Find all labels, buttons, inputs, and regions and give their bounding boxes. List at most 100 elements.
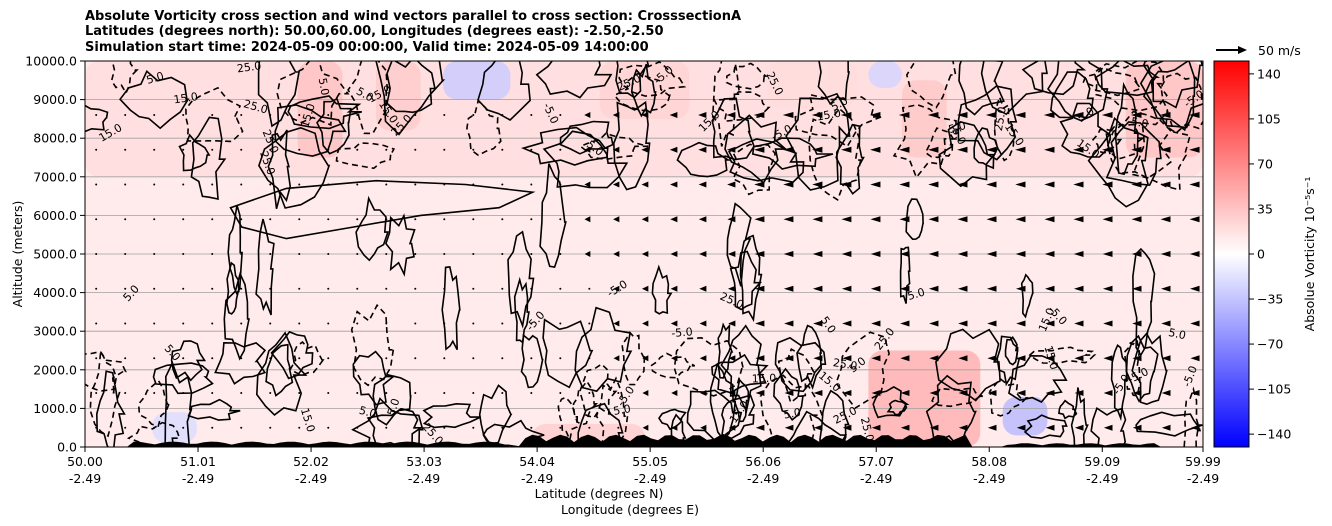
contour-label: 15.0	[173, 90, 199, 106]
wind-vector	[95, 426, 98, 429]
contour-line	[557, 396, 579, 443]
wind-vector	[753, 112, 765, 119]
y-tick-label: 5000.0	[33, 247, 77, 262]
contour-label: 5.0	[782, 406, 801, 422]
wind-vector	[727, 251, 736, 257]
wind-vector	[584, 146, 591, 153]
wind-vector	[1160, 251, 1171, 257]
x-tick-label-lat: 53.03	[406, 454, 442, 469]
wind-vector	[641, 216, 649, 223]
wind-vector	[784, 355, 794, 362]
wind-vector	[670, 216, 678, 223]
y-tick-label: 9000.0	[33, 92, 77, 107]
wind-vector	[987, 424, 997, 431]
wind-vector	[841, 216, 852, 223]
wind-vector	[1189, 146, 1200, 153]
contour-line	[520, 333, 544, 389]
wind-vector	[1102, 181, 1113, 188]
contour-line	[478, 384, 513, 445]
contour-line	[1139, 61, 1203, 132]
wind-vector	[95, 148, 98, 151]
contour-line	[973, 127, 1000, 170]
wind-vector	[443, 426, 446, 429]
contour-line	[316, 97, 352, 155]
contour-line	[773, 367, 804, 421]
contour-label: 5.0	[1167, 326, 1187, 342]
wind-vector	[957, 181, 968, 188]
chart-title-line-2: Latitudes (degrees north): 50.00,60.00, …	[85, 24, 664, 39]
wind-vector	[298, 183, 301, 186]
wind-vector	[671, 389, 678, 396]
vorticity-region	[297, 61, 343, 158]
wind-vector	[472, 218, 475, 221]
wind-vector	[472, 426, 475, 429]
contour-line	[958, 61, 1005, 116]
wind-vector	[240, 287, 243, 290]
wind-vector	[298, 114, 301, 117]
colorbar-label: Absolue Vorticity 10⁻⁵s⁻¹	[1302, 177, 1317, 332]
colorbar	[1214, 61, 1249, 447]
wind-vector	[986, 181, 997, 188]
wind-vector	[269, 218, 272, 221]
wind-vector	[501, 357, 504, 360]
wind-vector	[1014, 112, 1026, 119]
wind-vector	[1102, 146, 1113, 153]
contour-line	[796, 324, 823, 390]
wind-vector	[530, 148, 533, 151]
wind-vector	[327, 391, 330, 394]
wind-vector	[211, 148, 214, 151]
wind-vector	[588, 287, 591, 290]
contour-line	[630, 63, 657, 118]
wind-vector	[182, 253, 185, 255]
contour-line	[441, 266, 461, 351]
wind-vector	[211, 114, 214, 117]
wind-vector	[1130, 112, 1142, 119]
wind-vector	[1103, 355, 1113, 362]
wind-vector	[986, 146, 997, 153]
chart-title-line-3: Simulation start time: 2024-05-09 00:00:…	[85, 40, 649, 55]
wind-vector	[385, 357, 388, 360]
wind-vector	[530, 391, 533, 394]
vorticity-region	[868, 350, 981, 447]
wind-vector	[269, 253, 272, 255]
contour-line	[1106, 110, 1173, 180]
wind-vector	[153, 148, 156, 151]
contour-line	[1090, 406, 1127, 447]
wind-vector	[1101, 112, 1113, 119]
contour-line	[89, 348, 121, 438]
wind-vector	[987, 320, 997, 327]
x-tick-label-lat: 51.01	[180, 454, 216, 469]
contour-line	[351, 397, 424, 447]
contour-line	[1160, 72, 1203, 135]
contour-line	[578, 363, 618, 419]
wind-vector	[95, 114, 98, 117]
contour-line	[777, 348, 817, 404]
wind-vector	[841, 251, 852, 257]
wind-vector	[501, 253, 504, 255]
wind-vector	[443, 322, 446, 325]
wind-vector	[699, 251, 707, 257]
contour-line	[924, 127, 954, 159]
contour-line	[724, 114, 788, 185]
wind-vector	[414, 287, 417, 290]
contour-line	[385, 213, 416, 277]
wind-vector	[1074, 424, 1084, 431]
wind-vector	[95, 253, 98, 255]
colorbar-tick-label: 140	[1257, 66, 1281, 81]
x-tick-label-lat: 59.99	[1185, 454, 1221, 469]
wind-vector	[124, 253, 127, 255]
wind-vector	[124, 357, 127, 360]
contour-line	[577, 402, 624, 447]
x-axis-label-longitude: Longitude (degrees E)	[561, 502, 699, 517]
wind-vector	[899, 285, 910, 292]
terrain-silhouette	[85, 434, 1203, 447]
quiver-key-arrowhead	[1238, 46, 1247, 54]
wind-vector	[642, 320, 649, 327]
y-tick-label: 10000.0	[25, 54, 77, 69]
x-axis-label-latitude: Latitude (degrees N)	[535, 486, 664, 501]
wind-vector	[269, 148, 272, 151]
contour-label: 15.0	[816, 107, 842, 124]
wind-vector	[728, 320, 736, 327]
wind-vector	[1131, 285, 1142, 292]
wind-vector	[1074, 355, 1084, 362]
